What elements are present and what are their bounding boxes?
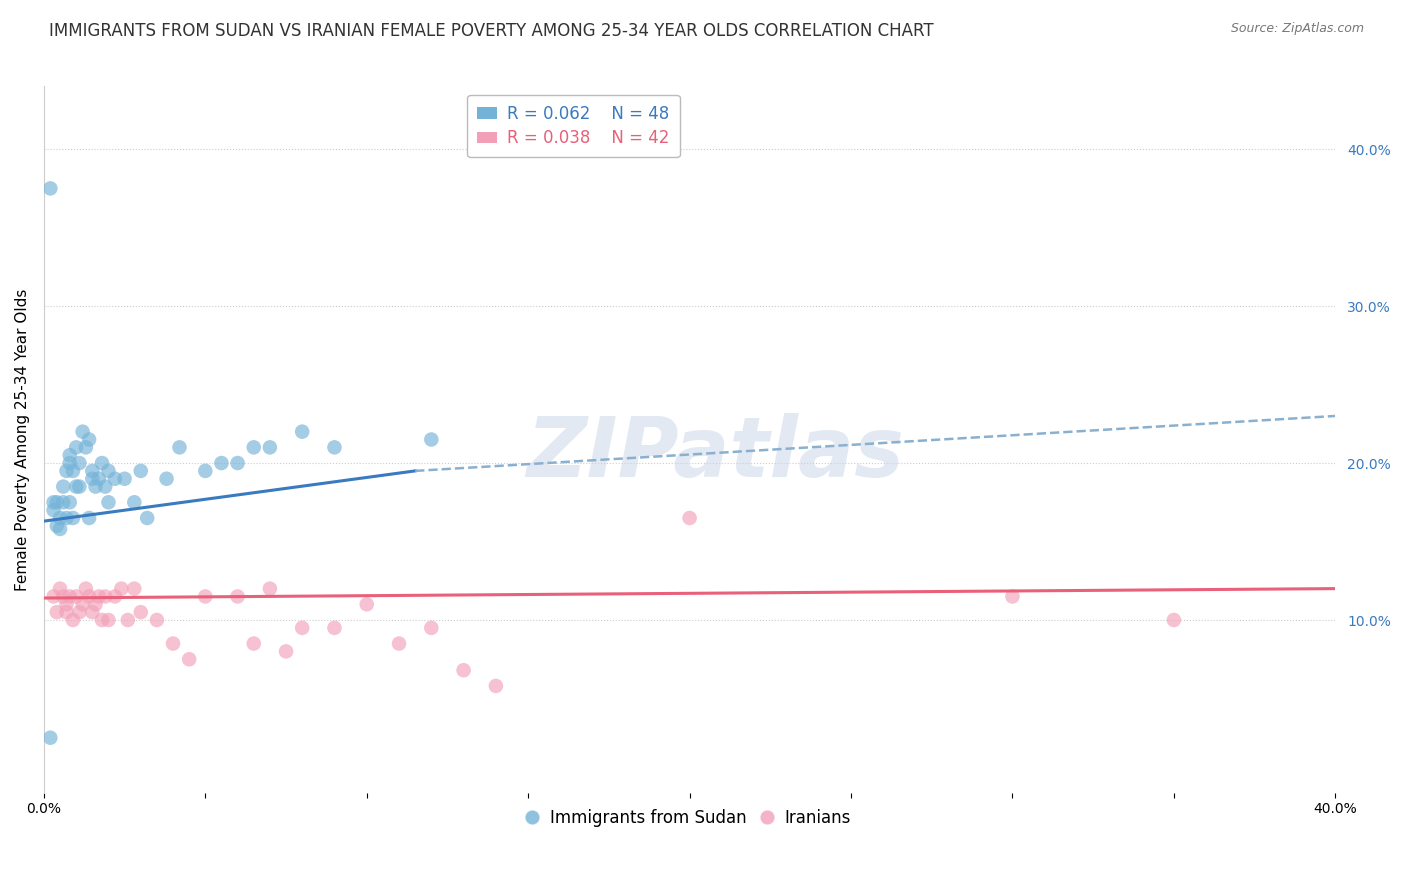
Point (1163, 613, 1185, 627)
Text: Source: ZipAtlas.com: Source: ZipAtlas.com (1230, 22, 1364, 36)
Point (291, 621, 314, 635)
Point (65, 480, 87, 494)
Point (1001, 590, 1024, 604)
Point (67, 480, 90, 494)
Point (91, 456, 114, 470)
Point (62, 613, 84, 627)
Point (162, 636, 184, 650)
Point (323, 441, 346, 455)
Point (77, 433, 100, 447)
Point (82, 464, 104, 478)
Point (678, 511, 700, 525)
Point (242, 636, 264, 650)
Point (59, 456, 82, 470)
Point (194, 464, 217, 478)
Point (59, 495, 82, 509)
Point (179, 652, 201, 666)
Point (52, 590, 75, 604)
Point (291, 425, 314, 439)
Point (65, 590, 87, 604)
Point (91, 613, 114, 627)
Point (104, 472, 127, 486)
Point (45, 605, 67, 619)
Point (453, 663, 475, 677)
Point (42, 590, 65, 604)
Point (485, 679, 508, 693)
Point (67, 605, 90, 619)
Text: IMMIGRANTS FROM SUDAN VS IRANIAN FEMALE POVERTY AMONG 25-34 YEAR OLDS CORRELATIO: IMMIGRANTS FROM SUDAN VS IRANIAN FEMALE … (49, 22, 934, 40)
Point (97, 495, 120, 509)
Point (323, 621, 346, 635)
Point (59, 448, 82, 462)
Point (55, 511, 77, 525)
Point (67, 456, 90, 470)
Point (259, 582, 281, 596)
Point (72, 597, 94, 611)
Point (75, 582, 97, 596)
Point (226, 590, 249, 604)
Point (211, 456, 233, 470)
Point (62, 511, 84, 525)
Point (62, 464, 84, 478)
Point (114, 472, 136, 486)
Point (39, 731, 62, 745)
Point (49, 522, 72, 536)
Point (82, 605, 104, 619)
Point (94, 590, 117, 604)
Point (45, 495, 67, 509)
Point (242, 441, 264, 455)
Point (55, 464, 77, 478)
Point (59, 590, 82, 604)
Point (87, 472, 110, 486)
Point (129, 605, 152, 619)
Point (226, 456, 249, 470)
Point (259, 441, 281, 455)
Legend: Immigrants from Sudan, Iranians: Immigrants from Sudan, Iranians (522, 803, 858, 834)
Point (155, 472, 177, 486)
Point (94, 480, 117, 494)
Point (65, 441, 87, 455)
Point (420, 621, 443, 635)
Point (84, 597, 107, 611)
Point (45, 518, 67, 533)
Point (77, 590, 100, 604)
Point (356, 597, 378, 611)
Point (104, 590, 127, 604)
Point (97, 613, 120, 627)
Point (129, 464, 152, 478)
Point (42, 495, 65, 509)
Point (77, 511, 100, 525)
Point (39, 181, 62, 195)
Point (72, 425, 94, 439)
Point (274, 644, 297, 658)
Point (84, 480, 107, 494)
Point (55, 605, 77, 619)
Point (82, 472, 104, 486)
Point (117, 613, 139, 627)
Point (124, 582, 146, 596)
Point (52, 480, 75, 494)
Point (97, 464, 120, 478)
Point (169, 441, 191, 455)
Text: ZIPatlas: ZIPatlas (526, 413, 904, 494)
Point (49, 582, 72, 596)
Point (75, 441, 97, 455)
Point (42, 503, 65, 517)
Point (146, 613, 169, 627)
Point (388, 636, 411, 650)
Point (420, 433, 443, 447)
Point (194, 590, 217, 604)
Point (49, 511, 72, 525)
Y-axis label: Female Poverty Among 25-34 Year Olds: Female Poverty Among 25-34 Year Olds (15, 288, 30, 591)
Point (136, 511, 159, 525)
Point (87, 590, 110, 604)
Point (55, 597, 77, 611)
Point (124, 495, 146, 509)
Point (110, 582, 132, 596)
Point (52, 495, 75, 509)
